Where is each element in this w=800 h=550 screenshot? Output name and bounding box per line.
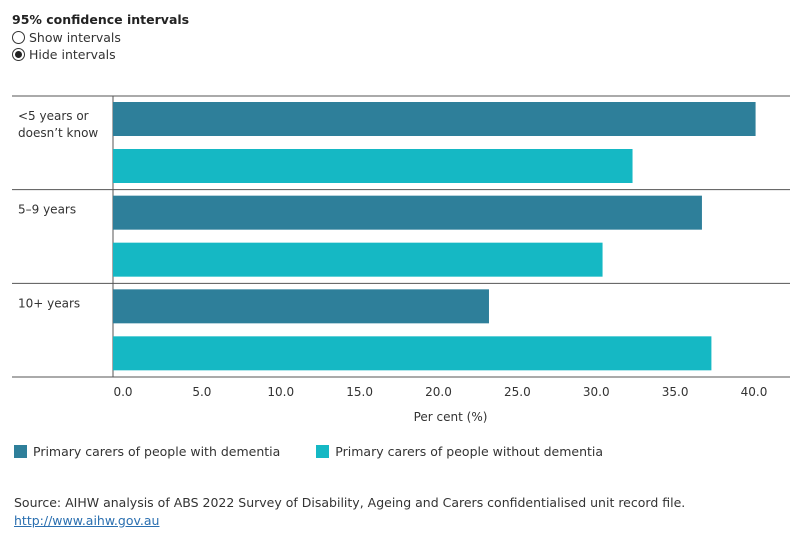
bar-chart: <5 years or doesn’t know 5–9 years 10+ year… <box>12 95 790 424</box>
confidence-interval-control: 95% confidence intervals Show intervals … <box>12 12 189 63</box>
hide-intervals-option[interactable]: Hide intervals <box>12 46 189 63</box>
show-intervals-label: Show intervals <box>29 30 121 45</box>
category-label-line: doesn’t know <box>18 126 98 140</box>
x-tick-label: 5.0 <box>192 385 211 399</box>
bar-with-dementia <box>113 289 489 324</box>
bar-with-dementia <box>113 102 756 136</box>
bar-without-dementia <box>113 336 712 371</box>
source-link[interactable]: http://www.aihw.gov.au <box>14 513 160 528</box>
legend-label-with-dementia: Primary carers of people with dementia <box>33 444 281 459</box>
x-tick-label: 40.0 <box>741 385 768 399</box>
x-tick-label: 10.0 <box>267 385 294 399</box>
category-label: 10+ years <box>18 296 80 310</box>
legend-swatch-without-dementia <box>316 445 330 458</box>
show-intervals-option[interactable]: Show intervals <box>12 29 189 46</box>
source-text: Source: AIHW analysis of ABS 2022 Survey… <box>14 495 686 510</box>
hide-intervals-radio[interactable] <box>12 48 25 61</box>
x-tick-label: 0.0 <box>113 385 132 399</box>
source-note: Source: AIHW analysis of ABS 2022 Survey… <box>14 494 685 530</box>
bar-with-dementia <box>113 195 702 230</box>
x-tick-label: 30.0 <box>583 385 610 399</box>
legend-item-with-dementia[interactable]: Primary carers of people with dementia <box>14 444 280 459</box>
legend-swatch-with-dementia <box>14 445 27 458</box>
x-tick-label: 35.0 <box>662 385 689 399</box>
show-intervals-radio[interactable] <box>12 31 25 44</box>
bar-without-dementia <box>113 149 633 183</box>
x-tick-label: 25.0 <box>504 385 531 399</box>
x-tick-label: 15.0 <box>346 385 373 399</box>
legend-item-without-dementia[interactable]: Primary carers of people without dementi… <box>316 444 603 459</box>
legend: Primary carers of people with dementia P… <box>14 444 639 459</box>
x-axis-title: Per cent (%) <box>414 410 488 424</box>
x-tick-label: 20.0 <box>425 385 452 399</box>
category-label-line: <5 years or <box>18 109 89 123</box>
category-label: <5 years or doesn’t know <box>18 109 98 140</box>
ci-title: 95% confidence intervals <box>12 12 190 27</box>
category-label: 5–9 years <box>18 203 76 217</box>
legend-label-without-dementia: Primary carers of people without dementi… <box>335 444 604 459</box>
category-label-line: 5–9 years <box>18 203 76 217</box>
hide-intervals-label: Hide intervals <box>29 47 116 62</box>
bar-without-dementia <box>113 242 603 277</box>
category-label-line: 10+ years <box>18 296 80 310</box>
